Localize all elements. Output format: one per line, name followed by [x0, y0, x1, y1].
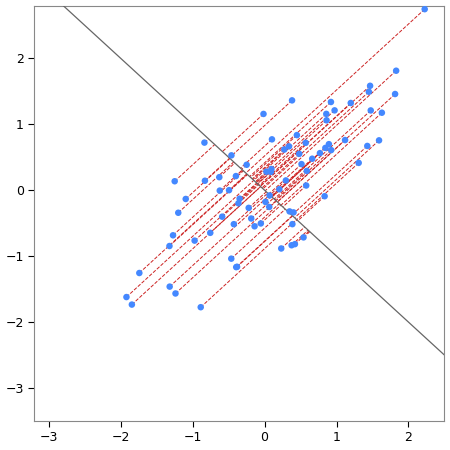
Point [262, 198, 269, 206]
Point [197, 304, 204, 311]
Point [365, 88, 373, 95]
Point [323, 110, 330, 117]
Point [282, 177, 289, 184]
Point [325, 140, 333, 148]
Point [364, 142, 371, 149]
Point [276, 186, 283, 193]
Point [172, 290, 179, 297]
Point [288, 97, 296, 104]
Point [316, 149, 324, 157]
Point [234, 263, 241, 270]
Point [323, 117, 330, 124]
Point [232, 172, 239, 180]
Point [367, 107, 374, 114]
Point [201, 139, 208, 146]
Point [248, 215, 255, 222]
Point [291, 241, 298, 248]
Point [216, 187, 223, 194]
Point [302, 139, 309, 146]
Point [166, 283, 173, 290]
Point [243, 161, 250, 168]
Point [302, 182, 310, 189]
Point [298, 161, 305, 168]
Point [128, 301, 135, 308]
Point [392, 67, 400, 74]
Point [267, 168, 274, 176]
Point [392, 90, 399, 98]
Point [245, 204, 252, 212]
Point [309, 155, 316, 162]
Point [342, 136, 349, 144]
Point [421, 5, 428, 13]
Point [251, 223, 258, 230]
Point [328, 147, 335, 154]
Point [266, 192, 273, 199]
Point [233, 264, 240, 271]
Point [347, 99, 354, 107]
Point [303, 167, 310, 175]
Point [355, 159, 362, 166]
Point [228, 255, 235, 262]
Point [327, 99, 334, 106]
Point [289, 220, 296, 228]
Point [236, 195, 243, 202]
Point [266, 203, 273, 211]
Point [375, 137, 382, 144]
Point [322, 144, 329, 152]
Point [191, 237, 198, 244]
Point [216, 174, 223, 181]
Point [300, 234, 307, 241]
Point [219, 213, 226, 220]
Point [123, 293, 130, 301]
Point [136, 270, 143, 277]
Point [201, 177, 208, 184]
Point [288, 242, 295, 249]
Point [171, 178, 178, 185]
Point [321, 193, 328, 200]
Point [296, 150, 303, 158]
Point [268, 166, 275, 173]
Point [175, 209, 182, 216]
Point [293, 131, 301, 139]
Point [257, 220, 265, 227]
Point [228, 152, 235, 159]
Point [268, 136, 275, 143]
Point [169, 232, 176, 239]
Point [260, 110, 267, 117]
Point [230, 220, 238, 228]
Point [166, 243, 173, 250]
Point [207, 229, 214, 236]
Point [225, 187, 233, 194]
Point [281, 146, 288, 153]
Point [278, 245, 285, 252]
Point [378, 109, 386, 116]
Point [331, 107, 338, 114]
Point [286, 208, 293, 215]
Point [285, 143, 292, 150]
Point [263, 168, 270, 176]
Point [366, 82, 373, 90]
Point [290, 209, 297, 216]
Point [182, 195, 189, 203]
Point [235, 200, 242, 207]
